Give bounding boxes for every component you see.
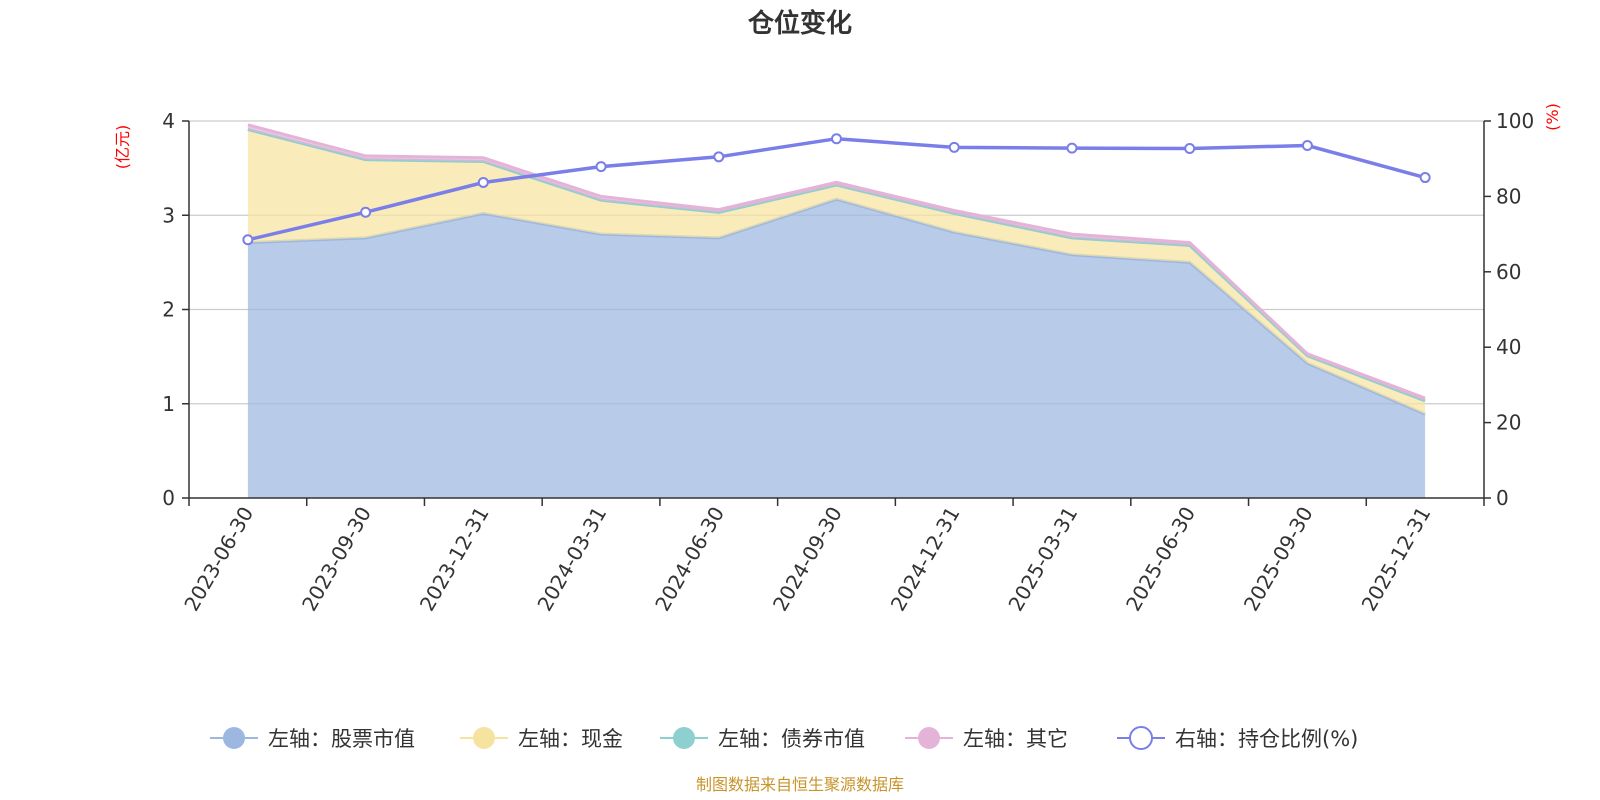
area-0 [247, 199, 1426, 498]
right-tick-label: 80 [1496, 184, 1521, 208]
legend-label: 左轴：债券市值 [718, 727, 865, 751]
x-tick-label: 2025-06-30 [1121, 503, 1200, 616]
x-tick-label: 2024-03-31 [532, 503, 611, 616]
x-tick-label: 2025-12-31 [1357, 503, 1436, 616]
x-tick-label: 2024-12-31 [886, 503, 965, 616]
x-tick-label: 2024-09-30 [768, 503, 847, 616]
holding-ratio-point [948, 141, 960, 153]
left-tick-label: 1 [162, 392, 175, 416]
holding-ratio-point [713, 151, 725, 163]
legend[interactable]: 左轴：股票市值 左轴：现金 左轴：债券市值 左轴：其它 右轴：持仓比例(%) [210, 726, 1358, 751]
holding-ratio-point [242, 234, 254, 246]
line-layer [242, 133, 1431, 246]
legend-marker-icon [473, 727, 495, 749]
area-edge-3 [247, 123, 1426, 400]
legend-item-3[interactable]: 左轴：其它 [905, 727, 1068, 751]
right-axis-unit: (%) [1543, 103, 1562, 131]
x-tick-label: 2025-09-30 [1239, 503, 1318, 616]
holding-ratio-point [595, 161, 607, 173]
holding-ratio-point [477, 176, 489, 188]
x-tick-label: 2025-03-31 [1003, 503, 1082, 616]
source-note: 制图数据来自恒生聚源数据库 [696, 775, 904, 794]
right-tick-label: 60 [1496, 260, 1521, 284]
holding-ratio-point [1184, 143, 1196, 155]
legend-marker-icon [223, 727, 245, 749]
legend-marker-icon [1129, 726, 1153, 750]
legend-item-4[interactable]: 右轴：持仓比例(%) [1117, 726, 1358, 751]
holding-ratio-point [1066, 142, 1078, 154]
right-tick-label: 0 [1496, 486, 1509, 510]
x-tick-label: 2023-09-30 [297, 503, 376, 616]
x-tick-label: 2023-06-30 [179, 503, 258, 616]
legend-label: 右轴：持仓比例(%) [1175, 727, 1358, 751]
x-tick-label: 2024-06-30 [650, 503, 729, 616]
area-1 [247, 129, 1426, 415]
holding-ratio-point [360, 206, 372, 218]
legend-marker-icon [918, 727, 940, 749]
legend-item-1[interactable]: 左轴：现金 [460, 727, 623, 751]
left-tick-label: 0 [162, 486, 175, 510]
legend-label: 左轴：其它 [963, 727, 1068, 751]
left-tick-label: 4 [162, 109, 175, 133]
right-tick-label: 40 [1496, 335, 1521, 359]
left-tick-label: 3 [162, 203, 175, 227]
area-layer [247, 123, 1426, 498]
legend-item-0[interactable]: 左轴：股票市值 [210, 727, 415, 751]
legend-label: 左轴：股票市值 [268, 727, 415, 751]
holding-ratio-point [1301, 140, 1313, 152]
x-tick-label: 2023-12-31 [415, 503, 494, 616]
right-tick-label: 100 [1496, 109, 1534, 133]
left-tick-label: 2 [162, 298, 175, 322]
legend-marker-icon [673, 727, 695, 749]
holding-ratio-point [831, 133, 842, 145]
left-axis-unit: (亿元) [113, 125, 132, 170]
chart-title: 仓位变化 [747, 8, 852, 39]
holding-ratio-point [1419, 172, 1431, 184]
legend-label: 左轴：现金 [518, 727, 623, 751]
right-tick-label: 20 [1496, 411, 1521, 435]
legend-item-2[interactable]: 左轴：债券市值 [660, 727, 865, 751]
